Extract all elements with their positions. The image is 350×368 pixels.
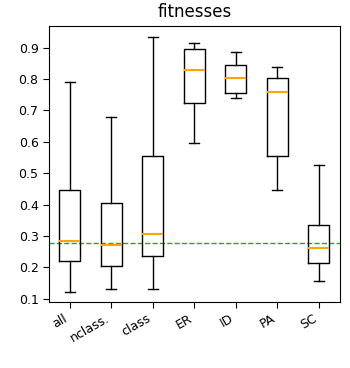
Title: fitnesses: fitnesses bbox=[157, 3, 231, 21]
